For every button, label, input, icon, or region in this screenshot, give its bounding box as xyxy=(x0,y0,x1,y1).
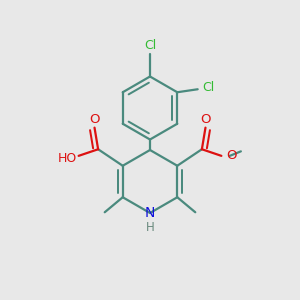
Text: H: H xyxy=(146,221,154,234)
Text: O: O xyxy=(89,113,100,126)
Text: Cl: Cl xyxy=(202,81,214,94)
Text: HO: HO xyxy=(58,152,77,165)
Text: Cl: Cl xyxy=(144,39,156,52)
Text: O: O xyxy=(226,149,237,162)
Text: N: N xyxy=(145,206,155,220)
Text: O: O xyxy=(200,113,211,126)
